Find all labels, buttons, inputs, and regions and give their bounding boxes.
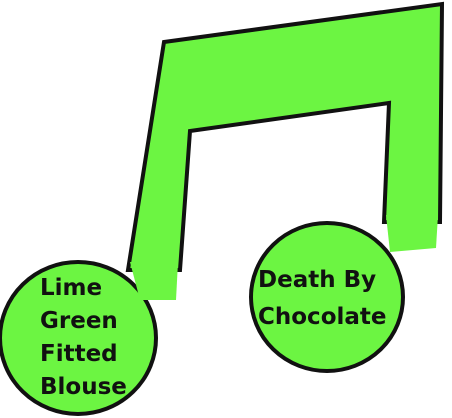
left-note-line-4: Blouse bbox=[40, 374, 127, 400]
left-note-line-3: Fitted bbox=[40, 341, 118, 367]
left-note-line-2: Green bbox=[40, 308, 118, 334]
left-note-line-1: Lime bbox=[40, 275, 102, 301]
right-note-head bbox=[249, 221, 405, 373]
right-note-line-1: Death By bbox=[258, 267, 376, 293]
left-stem-join bbox=[130, 262, 178, 300]
left-note-head bbox=[0, 260, 158, 416]
right-stem-join bbox=[386, 215, 438, 252]
right-note-line-2: Chocolate bbox=[258, 304, 387, 330]
